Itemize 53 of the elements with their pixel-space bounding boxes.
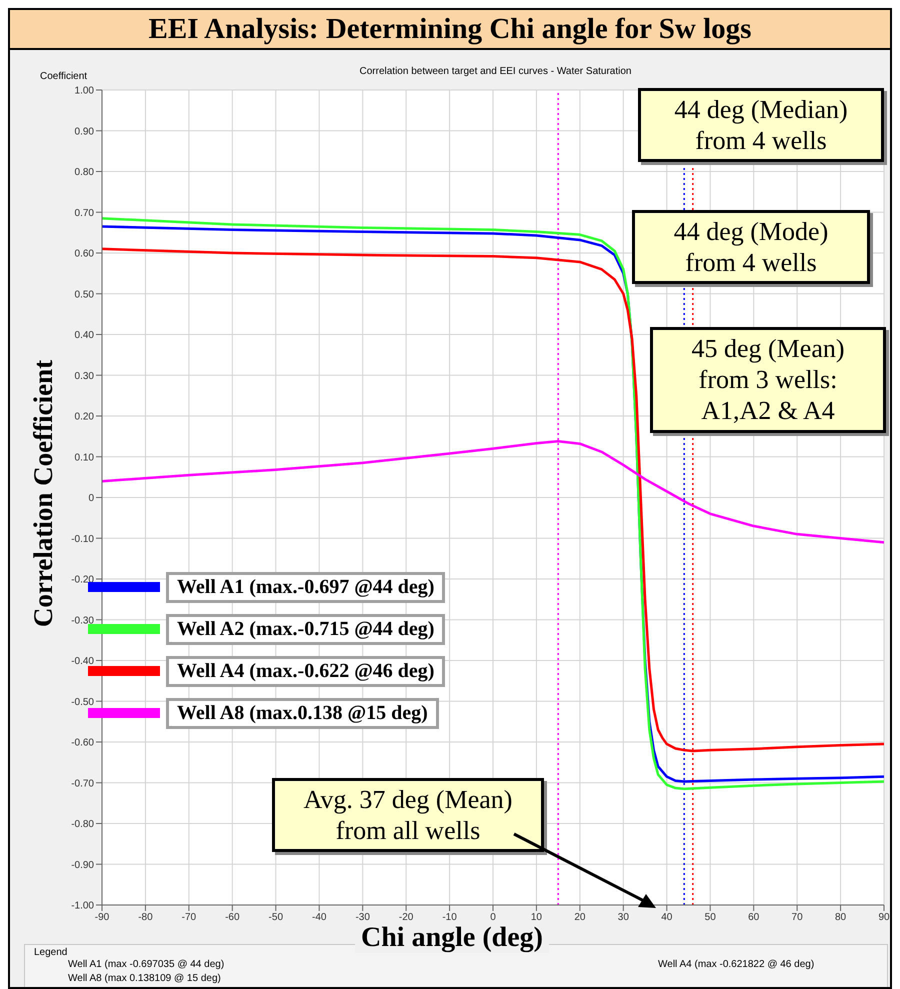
x-tick-label: 90	[878, 912, 890, 924]
legend-label: Well A2 (max.-0.715 @44 deg)	[166, 614, 446, 644]
y-tick-label: 0.20	[74, 412, 94, 423]
x-tick-label: 50	[704, 912, 716, 924]
y-tick-label: 0.30	[74, 370, 94, 382]
text: Legend	[34, 946, 68, 959]
x-tick-label: -70	[182, 912, 197, 924]
y-tick-label: -0.20	[71, 574, 94, 586]
y-tick-label: -0.30	[71, 615, 94, 626]
y-tick-label: 0.90	[74, 126, 94, 138]
x-tick-label: 0	[490, 912, 496, 924]
legend-label: Well A8 (max.0.138 @15 deg)	[166, 698, 439, 728]
y-tick-label: 1.00	[74, 86, 94, 97]
chart-title: EEI Analysis: Determining Chi angle for Sw logs	[10, 10, 890, 50]
legend-label: Well A1 (max.-0.697 @44 deg)	[166, 572, 446, 602]
y-tick-label: -0.90	[71, 860, 94, 871]
x-tick-label: 40	[661, 912, 673, 924]
text: Coefficient	[40, 70, 88, 83]
y-tick-label: -0.60	[71, 738, 94, 749]
x-tick-label: -20	[398, 912, 414, 924]
x-tick-label: -10	[442, 912, 458, 924]
y-axis-title: Correlation Coefficient	[28, 359, 60, 627]
y-tick-label: -0.80	[71, 819, 94, 830]
y-tick-label: 0.70	[74, 208, 94, 219]
x-tick-label: -80	[138, 912, 154, 924]
x-tick-label: 30	[618, 912, 630, 924]
y-tick-label: -0.10	[71, 534, 94, 545]
x-tick-label: -90	[94, 912, 110, 924]
text: Well A1 (max -0.697035 @ 44 deg)	[68, 958, 224, 971]
y-tick-label: 0.60	[74, 248, 94, 260]
x-tick-label: -50	[268, 912, 284, 924]
x-tick-label: -40	[312, 912, 327, 924]
x-tick-label: 10	[530, 912, 542, 924]
x-tick-label: 70	[792, 912, 804, 924]
x-tick-label: 60	[748, 912, 760, 924]
y-tick-label: -0.40	[71, 656, 94, 668]
y-tick-label: 0.50	[74, 289, 94, 300]
y-tick-label: 0.80	[74, 167, 94, 178]
y-tick-label: 0.10	[74, 452, 94, 464]
x-tick-label: 80	[834, 912, 847, 924]
x-tick-label: 20	[574, 912, 586, 924]
x-axis-title: Chi angle (deg)	[355, 922, 549, 953]
y-tick-label: 0	[88, 493, 94, 504]
y-tick-label: -0.50	[71, 696, 94, 708]
text: Well A4 (max -0.621822 @ 46 deg)	[658, 958, 814, 971]
y-tick-label: 0.40	[74, 330, 94, 342]
y-tick-label: -1.00	[71, 900, 94, 912]
text: Well A8 (max 0.138109 @ 15 deg)	[68, 972, 221, 985]
y-tick-label: -0.70	[71, 778, 94, 790]
legend-label: Well A4 (max.-0.622 @46 deg)	[166, 656, 446, 686]
chart-subtitle: Correlation between target and EEI curves - Water Saturation	[358, 66, 632, 77]
x-tick-label: -30	[355, 912, 370, 924]
x-tick-label: -60	[225, 912, 240, 924]
